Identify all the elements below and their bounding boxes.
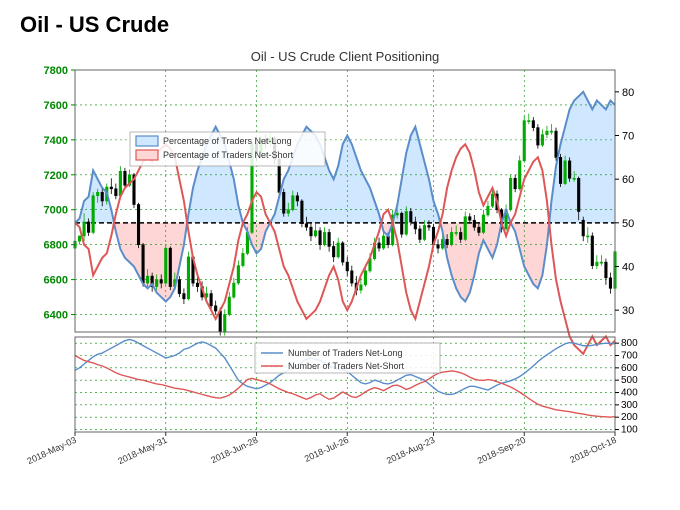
svg-text:300: 300: [621, 400, 638, 411]
svg-text:100: 100: [621, 425, 638, 436]
page-title: Oil - US Crude: [20, 12, 169, 38]
svg-text:Percentage of Traders Net-Shor: Percentage of Traders Net-Short: [163, 150, 294, 160]
svg-text:Number of Traders Net-Short: Number of Traders Net-Short: [288, 361, 405, 371]
svg-text:7400: 7400: [44, 135, 68, 147]
svg-text:500: 500: [621, 375, 638, 386]
svg-text:2018-Sep-20: 2018-Sep-20: [476, 435, 527, 466]
svg-text:6400: 6400: [44, 310, 68, 322]
svg-text:2018-Jun-28: 2018-Jun-28: [209, 435, 259, 465]
svg-text:7200: 7200: [44, 170, 68, 182]
svg-text:200: 200: [621, 412, 638, 423]
svg-text:Oil - US Crude Client Position: Oil - US Crude Client Positioning: [251, 49, 440, 64]
svg-text:7000: 7000: [44, 205, 68, 217]
svg-text:2018-Aug-23: 2018-Aug-23: [385, 435, 436, 466]
svg-text:50: 50: [622, 218, 634, 230]
chart-svg: 6400 6600 6800 7000 7200 7400 7600 7800 30 40 50 60…: [20, 45, 660, 495]
svg-text:6800: 6800: [44, 240, 68, 252]
svg-text:2018-Oct-18: 2018-Oct-18: [568, 435, 618, 465]
svg-text:Number of Traders Net-Long: Number of Traders Net-Long: [288, 348, 403, 358]
chart-area: 6400 6600 6800 7000 7200 7400 7600 7800 30 40 50 60…: [20, 45, 660, 495]
svg-text:80: 80: [622, 87, 634, 99]
svg-text:400: 400: [621, 388, 638, 399]
chart-container: Oil - US Crude 6400 6600 6800 7000 7200 7400 7…: [0, 0, 680, 510]
svg-text:600: 600: [621, 363, 638, 374]
svg-text:800: 800: [621, 338, 638, 349]
svg-text:6600: 6600: [44, 275, 68, 287]
svg-text:70: 70: [622, 131, 634, 143]
svg-text:2018-May-31: 2018-May-31: [116, 435, 168, 466]
svg-text:2018-Jul-26: 2018-Jul-26: [303, 435, 350, 464]
svg-text:30: 30: [622, 305, 634, 317]
svg-text:Percentage of Traders Net-Long: Percentage of Traders Net-Long: [163, 136, 292, 146]
svg-text:700: 700: [621, 351, 638, 362]
svg-text:60: 60: [622, 174, 634, 186]
svg-text:40: 40: [622, 262, 634, 274]
svg-text:2018-May-03: 2018-May-03: [26, 435, 78, 466]
svg-text:7800: 7800: [44, 65, 68, 77]
svg-text:7600: 7600: [44, 100, 68, 112]
